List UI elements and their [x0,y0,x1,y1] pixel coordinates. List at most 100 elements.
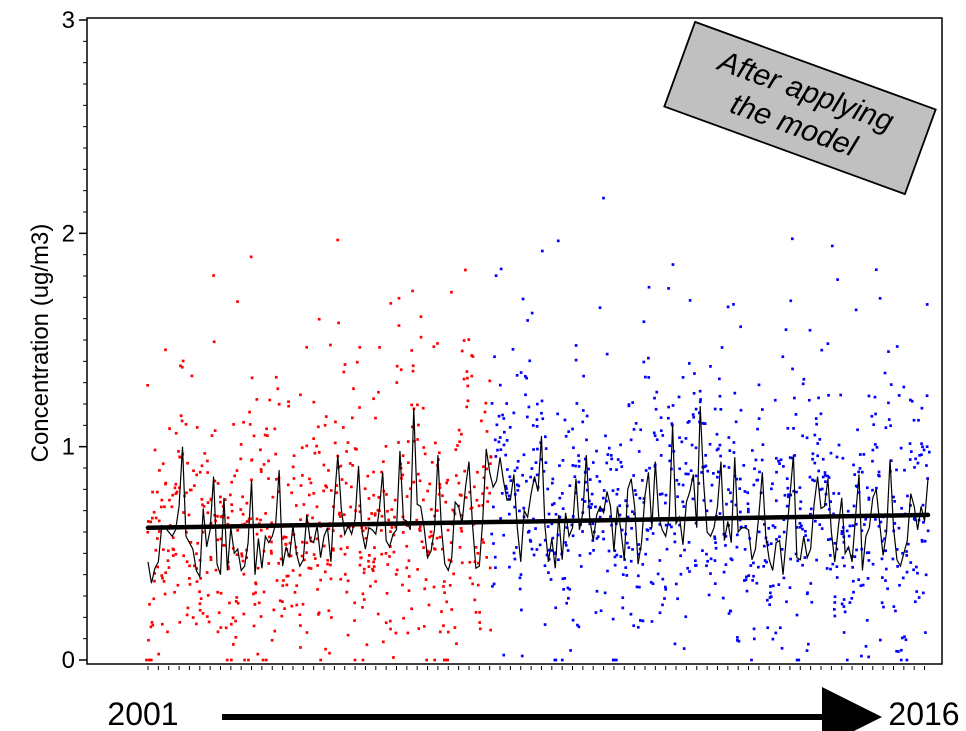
before-point [232,643,235,646]
after-point [808,475,812,479]
before-point [198,590,201,593]
after-point [698,411,701,415]
before-point [248,423,252,426]
before-point [227,567,230,571]
after-point [739,408,743,412]
after-point [782,576,786,580]
before-point [305,345,309,349]
after-point [905,554,909,557]
after-point [603,591,607,595]
before-point [312,492,316,495]
after-point [925,445,929,449]
after-point [908,442,912,445]
before-point [264,512,267,515]
before-point [395,568,399,572]
before-point [300,446,304,450]
before-point [285,574,289,578]
before-point [418,528,421,531]
after-point [686,566,689,570]
after-point [771,584,775,588]
before-point [195,580,199,583]
after-point [601,496,605,500]
before-point [470,354,474,357]
after-point [746,502,750,506]
after-point [744,525,748,528]
after-point [502,430,506,434]
before-point [430,508,433,511]
before-point [342,370,346,374]
before-point [455,474,458,477]
before-point [308,477,311,481]
after-point [842,598,846,601]
before-point [196,541,200,545]
after-point [924,631,927,634]
after-point [824,480,827,484]
before-point [435,509,439,512]
after-point [922,448,926,452]
after-point [515,466,519,470]
before-point [283,607,287,611]
after-point [752,637,756,641]
after-point [675,478,679,482]
after-point [771,637,775,641]
after-point [681,500,685,504]
after-point [585,414,589,418]
before-point [173,590,176,594]
before-point [250,478,253,482]
before-point [422,546,425,549]
after-point [818,437,822,441]
after-point [783,493,787,497]
after-point [921,445,924,449]
before-point [484,401,488,405]
after-point [803,556,807,559]
before-point [433,547,436,550]
after-point [571,534,575,538]
after-point [624,499,628,503]
after-point [639,428,643,432]
after-point [545,553,549,557]
before-point [459,527,463,530]
after-point [571,464,575,467]
after-point [689,469,693,473]
before-point [379,529,383,532]
after-point [795,490,798,494]
after-point [724,535,728,538]
after-point [739,510,742,514]
before-point [209,555,213,559]
after-point [659,429,663,433]
after-point [762,544,766,548]
after-point [525,376,528,380]
before-point [255,398,259,401]
before-point [481,504,485,507]
before-point [153,579,156,583]
before-point [345,450,348,453]
before-point [216,514,219,518]
before-point [294,504,298,507]
before-point [355,447,358,451]
after-point [534,527,537,530]
after-point [742,464,746,467]
after-point [884,549,887,553]
after-point [857,578,861,582]
before-point [367,517,371,521]
before-point [451,508,455,512]
before-point [416,568,419,571]
before-point [468,560,472,564]
after-point [727,612,731,615]
after-point [840,532,844,536]
before-point [372,560,375,564]
after-point [763,559,767,562]
before-point [233,474,237,478]
before-point [281,600,284,604]
before-point [353,601,357,605]
after-point [679,572,683,576]
after-point [743,490,747,493]
after-point [793,396,796,400]
after-point [693,372,696,375]
after-point [801,563,804,567]
after-point [718,512,722,515]
before-point [367,497,371,500]
after-point [906,542,910,546]
after-point [532,553,536,557]
after-point [702,499,706,502]
